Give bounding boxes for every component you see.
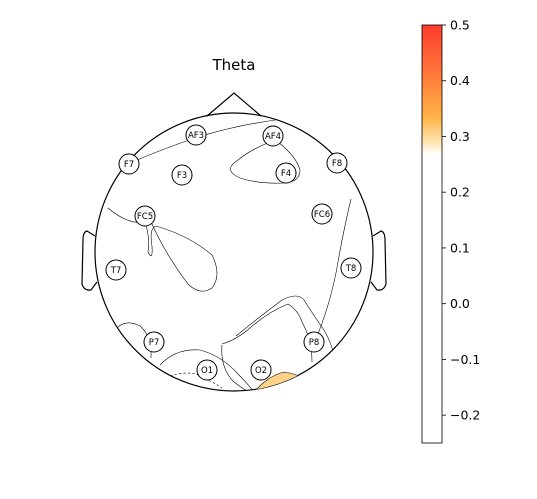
- electrode-label: O2: [255, 366, 267, 376]
- electrode-label: T7: [110, 266, 122, 276]
- colorbar-tick-label: 0.0: [450, 296, 470, 311]
- electrode-f3: F3: [171, 164, 193, 186]
- colorbar-tick-label: −0.1: [450, 352, 480, 367]
- electrode-o2: O2: [250, 359, 272, 381]
- colorbar-ticks: 0.5 0.4 0.3 0.2 0.1 0.0 −0.1 −0.2: [442, 18, 480, 423]
- electrode-t7: T7: [105, 259, 127, 281]
- electrode-label: F8: [332, 159, 342, 169]
- electrode-f4: F4: [275, 162, 297, 184]
- colorbar-tick-label: 0.3: [450, 129, 470, 144]
- electrode-p7: P7: [143, 331, 165, 353]
- electrode-o1: O1: [196, 359, 218, 381]
- plot-title: Theta: [212, 56, 256, 74]
- electrode-label: T8: [345, 264, 357, 274]
- electrode-af4: AF4: [262, 125, 284, 147]
- electrode-label: F7: [124, 160, 134, 170]
- electrodes: AF3 AF4 F7 F8 F3 F4 FC5 FC6: [105, 124, 362, 381]
- electrode-t8: T8: [340, 257, 362, 279]
- electrode-label: F3: [177, 171, 187, 181]
- colorbar-tick-label: 0.4: [450, 73, 470, 88]
- electrode-p8: P8: [303, 331, 325, 353]
- left-ear: [81, 230, 98, 291]
- electrode-label: O1: [201, 366, 213, 376]
- electrode-f8: F8: [326, 152, 348, 174]
- right-ear: [370, 230, 387, 291]
- nose-marker: [206, 92, 262, 117]
- electrode-label: P7: [149, 338, 160, 348]
- colorbar-tick-label: 0.1: [450, 240, 470, 255]
- electrode-fc6: FC6: [311, 203, 333, 225]
- colorbar: 0.5 0.4 0.3 0.2 0.1 0.0 −0.1 −0.2: [421, 18, 480, 444]
- colorbar-tick-label: −0.2: [450, 408, 480, 423]
- electrode-label: AF3: [188, 131, 204, 141]
- electrode-label: P8: [309, 338, 320, 348]
- electrode-fc5: FC5: [134, 205, 156, 227]
- electrode-label: FC6: [314, 210, 330, 220]
- colorbar-gradient: [421, 24, 443, 444]
- electrode-label: F4: [281, 169, 291, 179]
- colorbar-tick-label: 0.5: [450, 18, 470, 33]
- electrode-af3: AF3: [185, 124, 207, 146]
- electrode-label: FC5: [137, 212, 153, 222]
- electrode-f7: F7: [118, 153, 140, 175]
- head-outline: [81, 92, 387, 392]
- electrode-label: AF4: [265, 132, 281, 142]
- colorbar-tick-label: 0.2: [450, 185, 470, 200]
